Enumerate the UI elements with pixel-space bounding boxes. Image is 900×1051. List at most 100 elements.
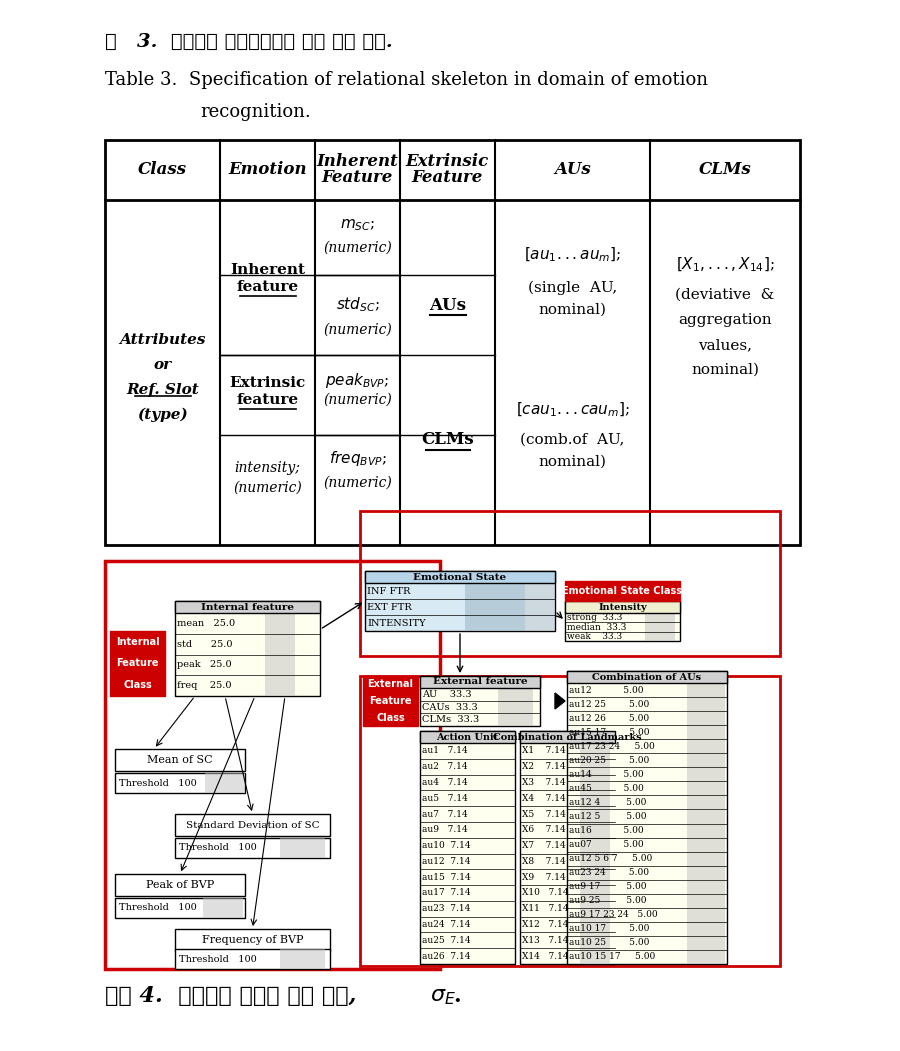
Text: (single  AU,: (single AU,	[528, 281, 617, 295]
Text: au16           5.00: au16 5.00	[569, 826, 643, 836]
Text: Internal feature: Internal feature	[201, 602, 294, 612]
Bar	[105, 140, 800, 545]
Text: au1   7.14: au1 7.14	[422, 746, 468, 756]
Bar	[365, 571, 555, 631]
Text: au10 25        5.00: au10 25 5.00	[569, 939, 650, 947]
Bar	[115, 874, 245, 897]
Bar	[520, 731, 615, 964]
Text: au45           5.00: au45 5.00	[569, 784, 643, 792]
Text: au12 5 6 7     5.00: au12 5 6 7 5.00	[569, 854, 652, 863]
Text: au12  7.14: au12 7.14	[422, 857, 471, 866]
Bar	[465, 583, 525, 631]
Text: X11   7.14: X11 7.14	[522, 904, 569, 913]
Text: recognition.: recognition.	[200, 103, 310, 121]
Bar	[360, 676, 780, 966]
Text: Feature: Feature	[116, 659, 158, 668]
Text: std      25.0: std 25.0	[177, 640, 232, 648]
Text: Emotional State: Emotional State	[413, 573, 507, 581]
Bar	[175, 838, 330, 858]
Text: au12           5.00: au12 5.00	[569, 685, 643, 695]
Text: Peak of BVP: Peak of BVP	[146, 880, 214, 890]
Text: Threshold   100: Threshold 100	[119, 779, 197, 787]
Text: au26  7.14: au26 7.14	[422, 951, 471, 961]
Text: feature: feature	[237, 280, 299, 294]
Bar	[420, 731, 515, 964]
Text: (comb.of  AU,: (comb.of AU,	[520, 433, 625, 447]
Text: au9 25         5.00: au9 25 5.00	[569, 897, 646, 905]
Text: X13   7.14: X13 7.14	[522, 935, 569, 945]
Text: Mean of SC: Mean of SC	[148, 755, 212, 765]
Text: Action Unit: Action Unit	[436, 733, 499, 742]
Bar	[565, 581, 680, 601]
Text: External: External	[367, 679, 413, 689]
Text: au24  7.14: au24 7.14	[422, 920, 471, 929]
Text: au10  7.14: au10 7.14	[422, 841, 471, 850]
Text: X6    7.14: X6 7.14	[522, 825, 566, 834]
Text: peak   25.0: peak 25.0	[177, 660, 231, 669]
Text: Feature: Feature	[322, 169, 393, 186]
Text: X8    7.14: X8 7.14	[522, 857, 566, 866]
Bar	[525, 583, 555, 631]
Text: values,: values,	[698, 338, 752, 352]
Bar	[420, 676, 540, 688]
Text: X5    7.14: X5 7.14	[522, 809, 566, 819]
Text: median  33.3: median 33.3	[567, 622, 626, 632]
Text: AUs: AUs	[429, 296, 466, 313]
Text: Class: Class	[376, 713, 405, 723]
Text: au17  7.14: au17 7.14	[422, 888, 471, 898]
Bar	[360, 511, 780, 656]
Bar	[175, 949, 330, 969]
Bar	[205, 772, 245, 794]
Text: $freq_{BVP}$;: $freq_{BVP}$;	[328, 449, 386, 468]
Text: feature: feature	[237, 393, 299, 407]
Bar	[115, 772, 245, 794]
Text: Class: Class	[138, 162, 187, 179]
Text: X2    7.14: X2 7.14	[522, 762, 565, 771]
Text: $std_{SC}$;: $std_{SC}$;	[336, 295, 380, 314]
Text: au12 26        5.00: au12 26 5.00	[569, 714, 649, 723]
Text: INTENSITY: INTENSITY	[367, 618, 426, 627]
Text: 표   3.  감정인식 도메인에서의 관계 골격 명세.: 표 3. 감정인식 도메인에서의 관계 골격 명세.	[105, 33, 392, 51]
Text: au10 17        5.00: au10 17 5.00	[569, 925, 650, 933]
Text: aggregation: aggregation	[679, 313, 772, 327]
Text: External feature: External feature	[433, 678, 527, 686]
Bar	[175, 929, 330, 951]
Text: (numeric): (numeric)	[323, 476, 392, 490]
Bar	[105, 561, 440, 969]
Text: intensity;: intensity;	[235, 461, 301, 475]
Text: X9    7.14: X9 7.14	[522, 872, 566, 882]
Bar	[265, 613, 295, 696]
Bar	[520, 731, 615, 743]
Text: CLMs: CLMs	[421, 432, 473, 449]
Text: Intensity: Intensity	[598, 602, 647, 612]
Text: CLMs: CLMs	[698, 162, 751, 179]
Text: EXT FTR: EXT FTR	[367, 602, 412, 612]
Text: 그림 4.  감정인식 도메인 관계 골격,: 그림 4. 감정인식 도메인 관계 골격,	[105, 985, 356, 1007]
Text: au23  7.14: au23 7.14	[422, 904, 471, 913]
Text: au15  7.14: au15 7.14	[422, 872, 471, 882]
Text: Table 3.  Specification of relational skeleton in domain of emotion: Table 3. Specification of relational ske…	[105, 71, 708, 89]
Bar	[115, 749, 245, 771]
Text: nominal): nominal)	[538, 303, 607, 317]
Bar	[645, 613, 675, 641]
Text: strong  33.3: strong 33.3	[567, 613, 623, 622]
Text: au14           5.00: au14 5.00	[569, 769, 643, 779]
Text: Frequency of BVP: Frequency of BVP	[202, 935, 303, 945]
Text: Inherent: Inherent	[317, 153, 399, 170]
Text: au25  7.14: au25 7.14	[422, 935, 471, 945]
Text: $[au_1...au_m]$;: $[au_1...au_m]$;	[524, 246, 621, 264]
Text: Emotional State Class: Emotional State Class	[562, 586, 682, 596]
Bar	[420, 676, 540, 726]
Text: $[cau_1...cau_m]$;: $[cau_1...cau_m]$;	[516, 400, 629, 419]
Text: X10   7.14: X10 7.14	[522, 888, 569, 898]
Text: Class: Class	[123, 680, 152, 691]
Text: $peak_{BVP}$;: $peak_{BVP}$;	[325, 371, 390, 390]
Text: au5   7.14: au5 7.14	[422, 794, 468, 803]
Text: Feature: Feature	[412, 169, 483, 186]
Text: Inherent: Inherent	[230, 263, 305, 277]
Bar	[280, 838, 325, 858]
Text: (type): (type)	[137, 408, 188, 423]
Text: CLMs  33.3: CLMs 33.3	[422, 715, 479, 724]
Bar	[110, 631, 165, 696]
Bar	[567, 671, 727, 683]
